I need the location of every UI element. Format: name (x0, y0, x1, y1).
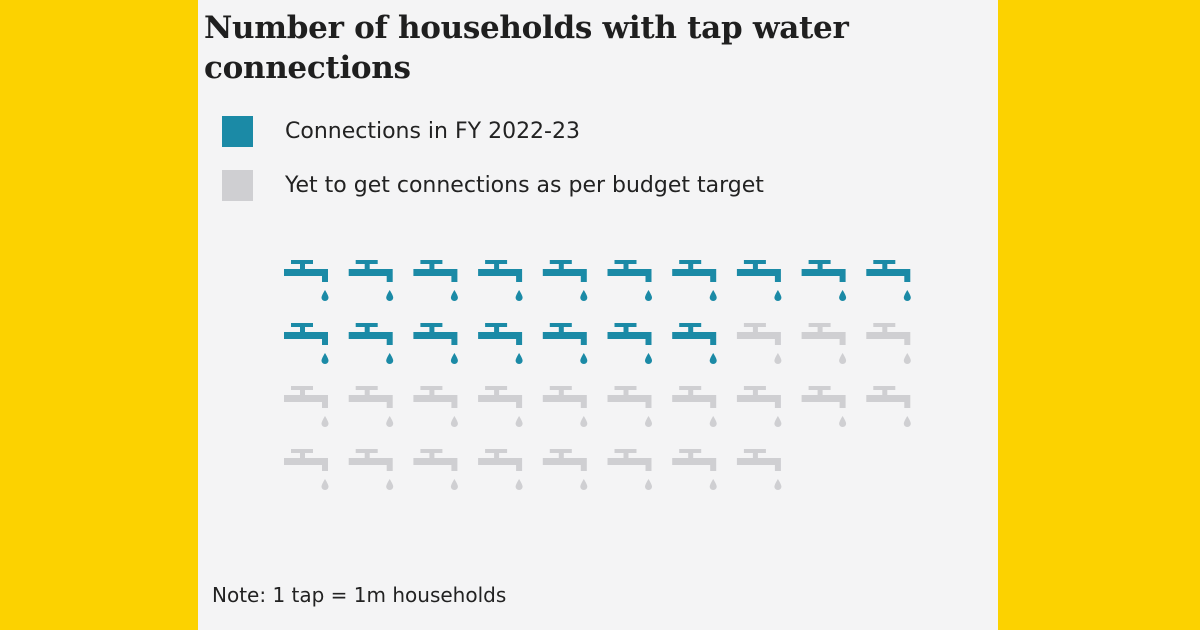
tap-icon-pending (736, 449, 782, 490)
tap-icon-pending (284, 449, 329, 490)
chart-note: Note: 1 tap = 1m households (212, 583, 507, 607)
tap-icon-pending (866, 386, 911, 427)
tap-icon-connected (801, 260, 847, 301)
legend-item-connections: Connections in FY 2022-23 (222, 116, 580, 147)
legend-label-yet-to-connect: Yet to get connections as per budget tar… (285, 173, 764, 198)
tap-icon-pending (413, 449, 458, 490)
tap-icon-pending (348, 449, 394, 490)
tap-icon-connected (736, 260, 782, 301)
legend-item-yet-to-connect: Yet to get connections as per budget tar… (222, 170, 764, 201)
chart-panel: Number of households with tap water conn… (198, 0, 998, 630)
tap-icon-connected (672, 323, 717, 364)
tap-icon-pending (672, 386, 717, 427)
tap-icon-connected (542, 323, 588, 364)
tap-icon-pending (736, 386, 782, 427)
tap-icon-pending (672, 449, 717, 490)
tap-icon-connected (672, 260, 717, 301)
tap-icon-pending (866, 323, 911, 364)
tap-icon-connected (542, 260, 588, 301)
legend-swatch-yet-to-connect (222, 170, 253, 201)
tap-icon-connected (348, 323, 394, 364)
legend-label-connections: Connections in FY 2022-23 (285, 119, 580, 144)
tap-icon-connected (413, 323, 458, 364)
tap-icon-pending (801, 323, 847, 364)
tap-icon-pending (478, 386, 523, 427)
tap-icon-connected (478, 323, 523, 364)
tap-icon-pending (607, 386, 652, 427)
tap-icon-connected (866, 260, 911, 301)
tap-icon-pending (736, 323, 782, 364)
tap-icon-connected (413, 260, 458, 301)
tap-icon-pending (542, 449, 588, 490)
chart-title: Number of households with tap water conn… (204, 10, 849, 86)
tap-icon-pending (542, 386, 588, 427)
tap-icon-connected (284, 323, 329, 364)
tap-icon-connected (607, 260, 652, 301)
tap-icon-pending (478, 449, 523, 490)
tap-icon-pending (413, 386, 458, 427)
tap-icon-pending (607, 449, 652, 490)
legend-swatch-connections (222, 116, 253, 147)
tap-pictogram (284, 260, 911, 490)
tap-icon-connected (478, 260, 523, 301)
tap-icon-connected (348, 260, 394, 301)
tap-icon-pending (348, 386, 394, 427)
tap-icon-pending (801, 386, 847, 427)
tap-icon-connected (284, 260, 329, 301)
tap-icon-pending (284, 386, 329, 427)
tap-icon-connected (607, 323, 652, 364)
